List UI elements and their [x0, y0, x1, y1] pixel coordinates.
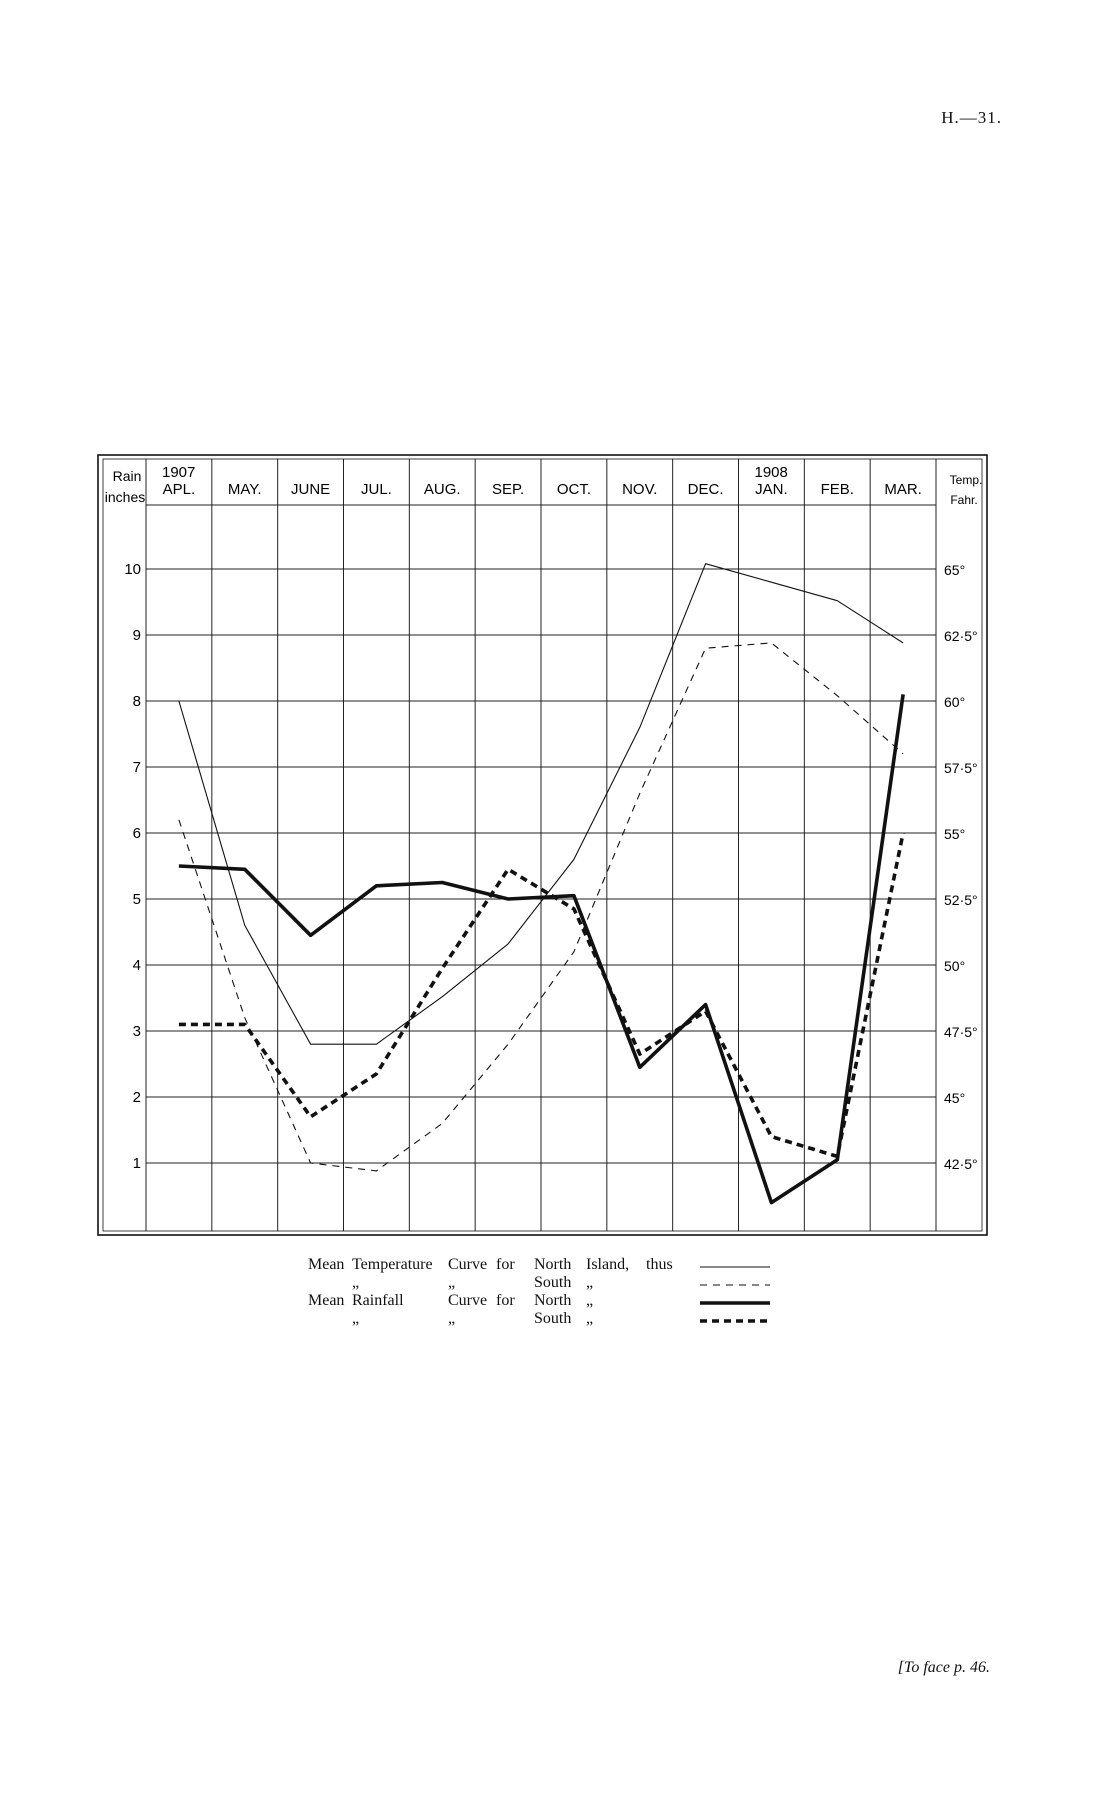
- legend-text: Curve: [448, 1256, 488, 1273]
- legend-text: „: [352, 1274, 360, 1291]
- series-line-thin-solid: [178, 563, 904, 1045]
- legend-swatch-thin-dashed: [700, 1284, 770, 1286]
- left-axis-label-line1: Rain: [113, 468, 142, 484]
- month-label: SEP.: [492, 481, 524, 498]
- chart-grid: [145, 459, 937, 1231]
- month-label: NOV.: [622, 481, 657, 498]
- left-tick-label: 4: [133, 957, 141, 974]
- chart-series: [178, 563, 905, 1205]
- legend-text: Mean: [308, 1292, 345, 1309]
- month-label: OCT.: [557, 481, 591, 498]
- legend-text: „: [448, 1274, 456, 1291]
- left-tick-label: 6: [133, 825, 141, 842]
- right-tick-label: 65°: [944, 562, 965, 578]
- left-tick-label: 3: [133, 1023, 141, 1040]
- month-label: MAY.: [228, 481, 262, 498]
- chart-frame: [97, 454, 988, 1236]
- legend-swatch-thick-dashed: [700, 1319, 770, 1323]
- legend-text: „: [586, 1292, 594, 1309]
- chart-axis-labels: Rain inches Temp. Fahr. 1 42·5° 2 45° 3 47·5°…: [105, 464, 983, 1172]
- legend-row: „ „ South „: [308, 1274, 778, 1292]
- left-axis-label-line2: inches: [105, 489, 145, 505]
- left-tick-label: 5: [133, 891, 141, 908]
- series-line-thick-dashed: [178, 832, 905, 1159]
- footer-note: [To face p. 46.: [897, 1659, 990, 1676]
- month-label: JAN.: [755, 481, 788, 498]
- right-tick-label: 52·5°: [944, 892, 978, 908]
- legend-text: Mean: [308, 1256, 345, 1273]
- right-axis-label-line2: Fahr.: [950, 493, 977, 507]
- page-reference: H.—31.: [941, 108, 1002, 127]
- year-label: 1907: [162, 464, 195, 481]
- legend-text: Curve: [448, 1292, 488, 1309]
- left-tick-label: 10: [124, 561, 141, 578]
- legend-swatch-thick-solid: [700, 1301, 770, 1305]
- month-label: DEC.: [688, 481, 724, 498]
- legend-text: North: [534, 1256, 572, 1273]
- year-label: 1908: [755, 464, 788, 481]
- left-tick-label: 1: [133, 1155, 141, 1172]
- month-label: APL.: [163, 481, 196, 498]
- left-tick-label: 7: [133, 759, 141, 776]
- legend-text: South: [534, 1310, 572, 1327]
- legend: Mean Temperature Curve for North Island, thus „…: [308, 1256, 778, 1328]
- right-tick-label: 62·5°: [944, 628, 978, 644]
- month-label: FEB.: [821, 481, 854, 498]
- legend-text: thus: [646, 1256, 673, 1273]
- legend-text: for: [496, 1256, 515, 1273]
- legend-swatch-thin-solid: [700, 1266, 770, 1268]
- legend-text: Temperature: [352, 1256, 433, 1273]
- right-tick-label: 42·5°: [944, 1156, 978, 1172]
- left-tick-label: 9: [133, 627, 141, 644]
- legend-text: „: [352, 1310, 360, 1327]
- right-axis-label-line1: Temp.: [950, 473, 983, 487]
- series-line-thick-solid: [178, 694, 905, 1205]
- left-tick-label: 2: [133, 1089, 141, 1106]
- series-line-thin-dashed: [178, 642, 904, 1172]
- month-label: JUNE: [291, 481, 330, 498]
- month-label: MAR.: [884, 481, 922, 498]
- legend-text: North: [534, 1292, 572, 1309]
- right-tick-label: 60°: [944, 694, 965, 710]
- rain-temperature-chart: Rain inches Temp. Fahr. 1 42·5° 2 45° 3 47·5°…: [97, 454, 988, 1236]
- legend-text: „: [586, 1274, 594, 1291]
- legend-text: „: [586, 1310, 594, 1327]
- legend-text: Rainfall: [352, 1292, 404, 1309]
- right-tick-label: 50°: [944, 958, 965, 974]
- month-label: JUL.: [361, 481, 392, 498]
- legend-row: Mean Rainfall Curve for North „: [308, 1292, 778, 1310]
- left-tick-label: 8: [133, 693, 141, 710]
- month-label: AUG.: [424, 481, 461, 498]
- right-tick-label: 57·5°: [944, 760, 978, 776]
- legend-text: for: [496, 1292, 515, 1309]
- right-tick-label: 45°: [944, 1090, 965, 1106]
- legend-text: „: [448, 1310, 456, 1327]
- legend-text: Island,: [586, 1256, 630, 1273]
- legend-text: South: [534, 1274, 572, 1291]
- right-tick-label: 47·5°: [944, 1024, 978, 1040]
- legend-row: Mean Temperature Curve for North Island, thus: [308, 1256, 778, 1274]
- right-tick-label: 55°: [944, 826, 965, 842]
- legend-row: „ „ South „: [308, 1310, 778, 1328]
